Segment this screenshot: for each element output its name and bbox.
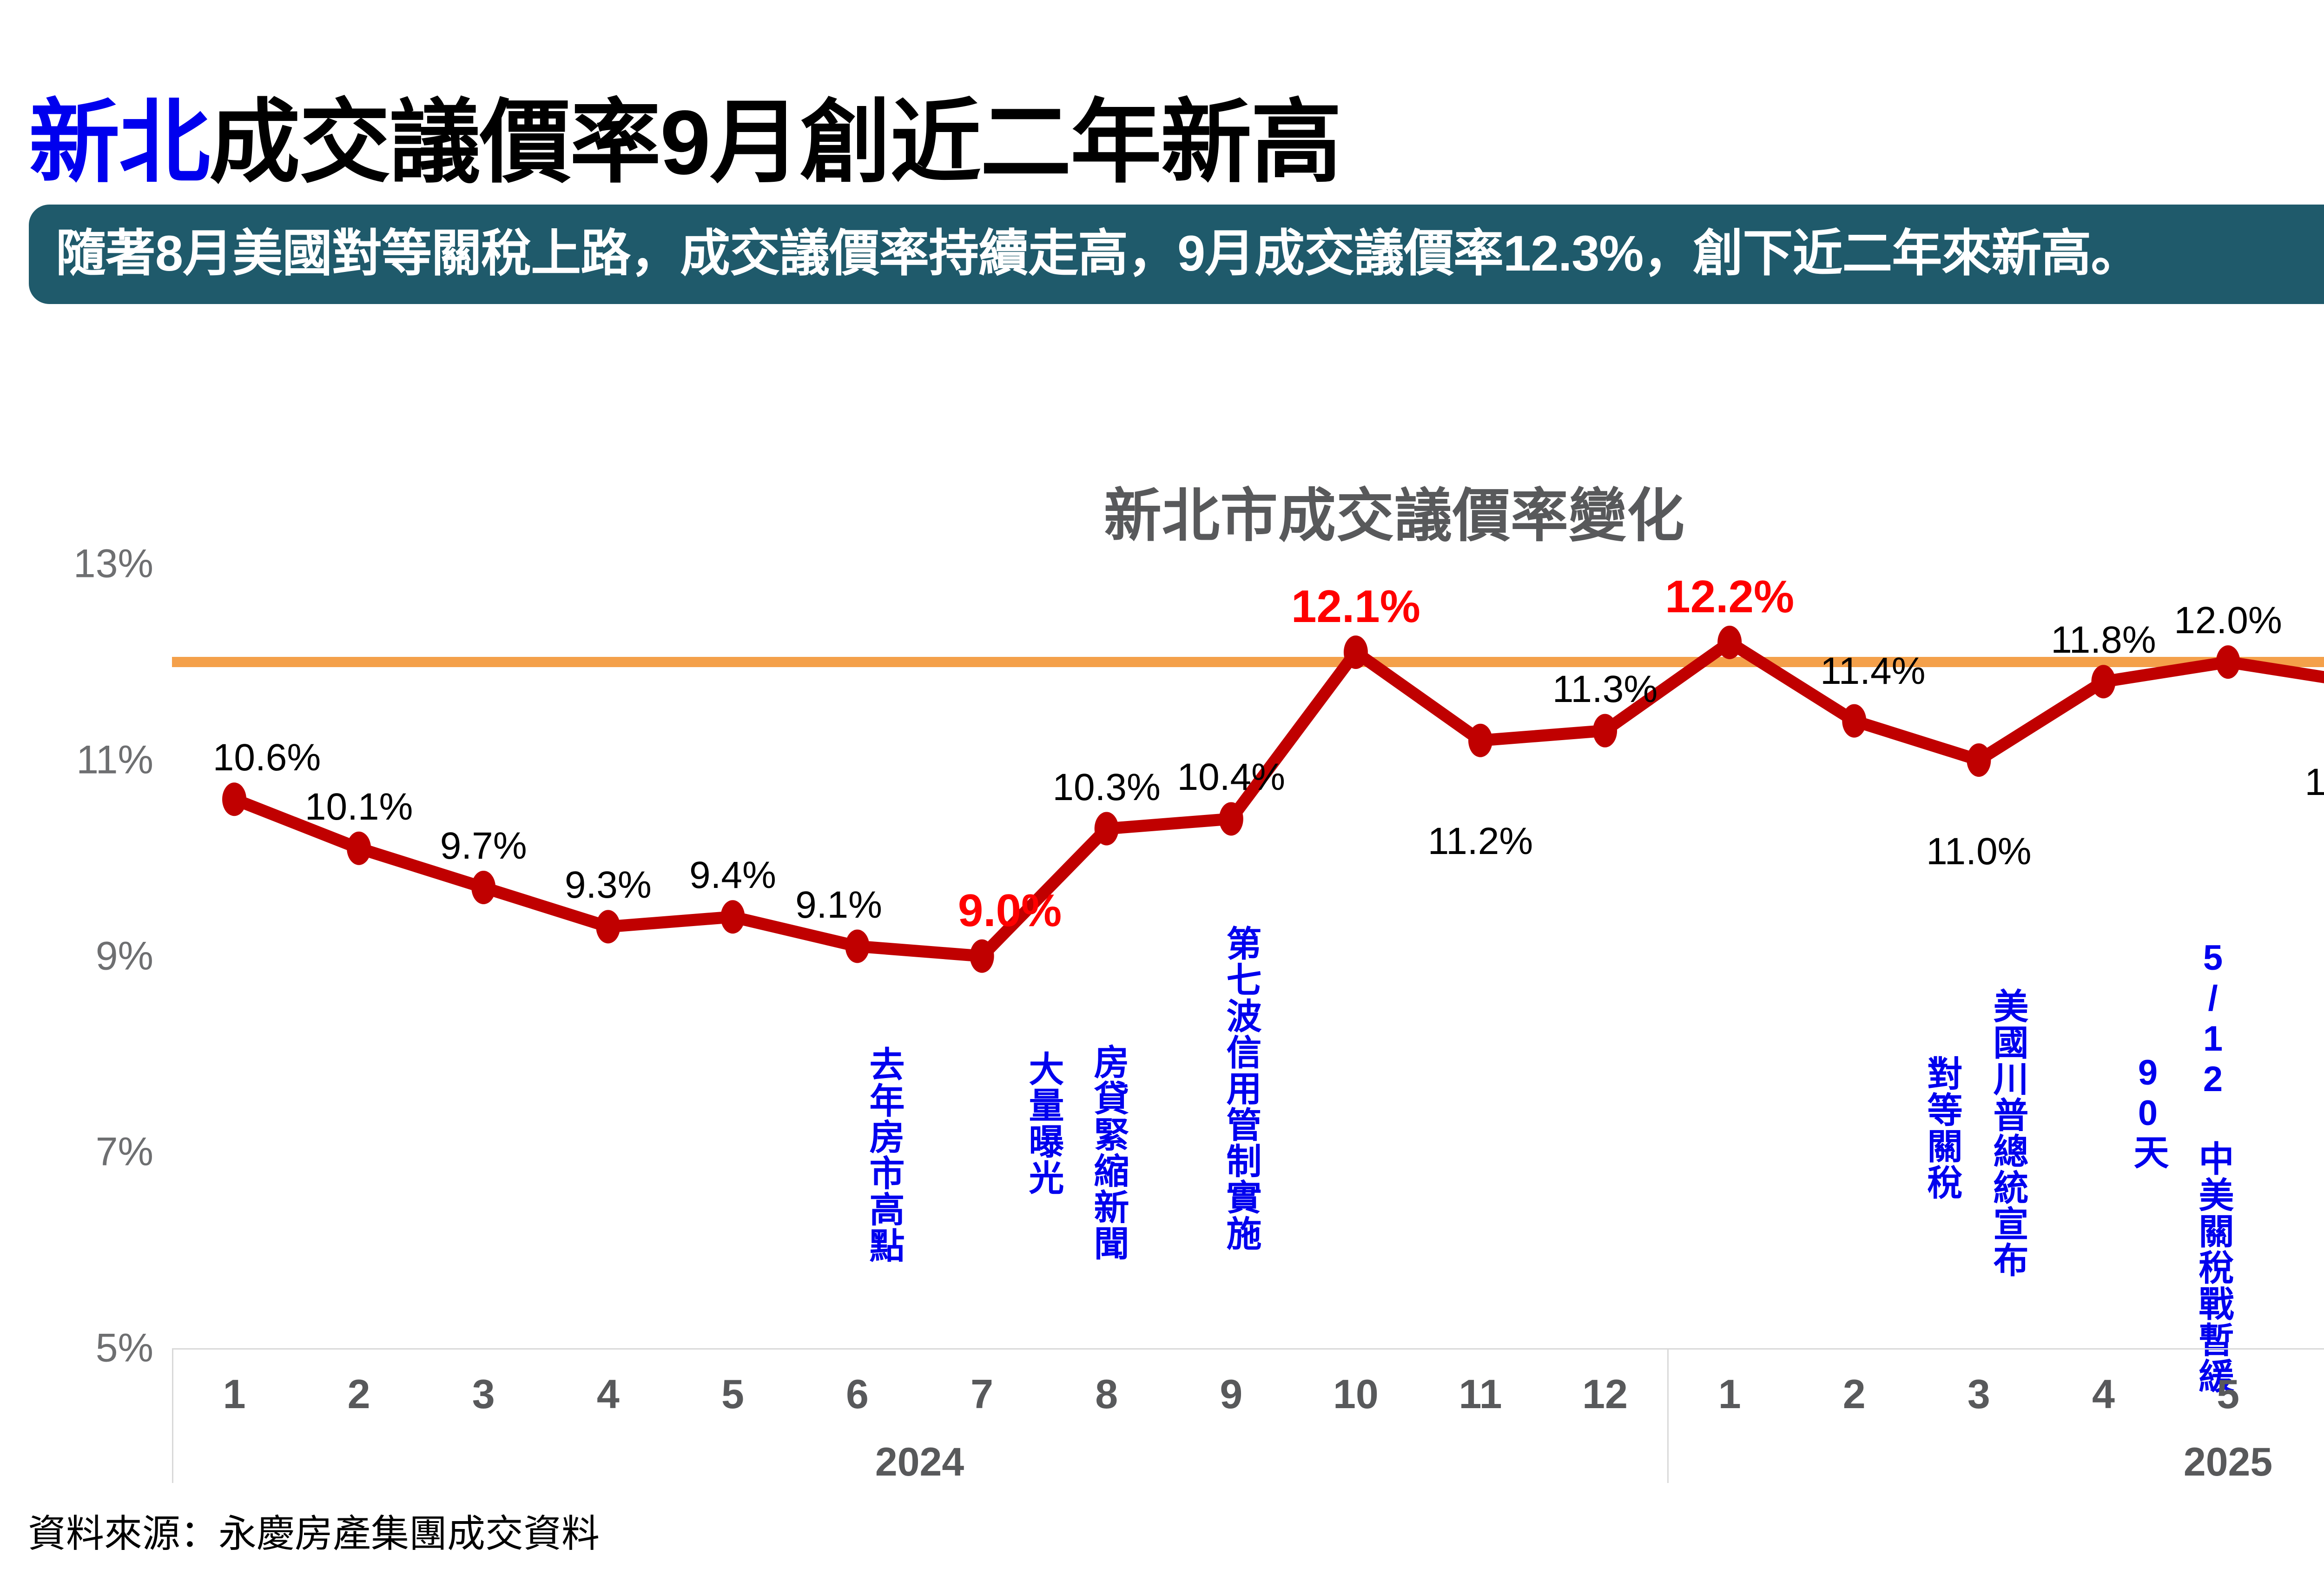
x-axis-month-label: 3: [472, 1371, 495, 1417]
x-axis-month-label: 3: [1967, 1371, 1990, 1417]
x-axis-month-label: 7: [971, 1371, 994, 1417]
data-point-marker: [970, 939, 994, 973]
data-point-marker: [1343, 636, 1368, 669]
data-point-marker: [1967, 743, 1991, 777]
x-axis-group-divider: [1667, 1348, 1669, 1483]
data-label: 12.1%: [1291, 581, 1420, 632]
reference-line: [172, 657, 2324, 668]
data-label: 9.1%: [795, 883, 882, 926]
x-axis-month-label: 4: [2092, 1371, 2115, 1417]
page-title-rest: 成交議價率9月創近二年新高: [209, 92, 1342, 194]
data-label: 11.0%: [1926, 830, 2032, 873]
page-title-highlight: 新北: [29, 92, 210, 194]
x-axis-edge: [172, 1348, 173, 1483]
data-point-marker: [2091, 665, 2116, 699]
data-point-marker: [1593, 714, 1618, 748]
data-label: 10.4%: [1177, 756, 1286, 799]
x-axis-month-label: 2: [347, 1371, 370, 1417]
data-label: 9.4%: [689, 854, 776, 897]
x-axis-month-label: 9: [1220, 1371, 1243, 1417]
chart-title: 新北市成交議價率變化: [1103, 484, 1685, 548]
data-point-marker: [222, 782, 247, 816]
data-point-marker: [845, 929, 870, 963]
chart-annotation: 對等關稅: [1921, 1055, 1961, 1200]
page-title: 新北成交議價率9月創近二年新高: [29, 97, 1342, 188]
subtitle-text: 隨著8月美國對等關稅上路，成交議價率持續走高，9月成交議價率12.3%，創下近二…: [56, 225, 2141, 281]
y-axis-tick: 7%: [95, 1129, 153, 1174]
x-axis-month-label: 1: [1718, 1371, 1741, 1417]
y-axis-tick: 11%: [76, 737, 153, 782]
x-axis-month-label: 12: [1582, 1371, 1628, 1417]
chart-annotation: 5/12 中美關稅戰暫緩: [2193, 938, 2233, 1394]
data-label: 9.3%: [564, 864, 652, 907]
data-label: 9.7%: [440, 825, 527, 867]
data-label: 11.3%: [1552, 668, 1658, 710]
data-label: 11.2%: [1427, 820, 1533, 862]
data-point-marker: [2216, 645, 2240, 679]
data-label: 11.8%: [2304, 761, 2324, 804]
chart-annotation: 大量曝光: [1023, 1051, 1063, 1196]
data-point-marker: [1468, 723, 1492, 757]
data-label: 12.2%: [1665, 570, 1795, 622]
x-axis-month-label: 6: [846, 1371, 869, 1417]
y-axis-tick: 5%: [95, 1325, 153, 1370]
data-point-marker: [347, 831, 371, 865]
x-axis-month-label: 10: [1333, 1371, 1379, 1417]
x-axis-month-label: 5: [721, 1371, 744, 1417]
data-point-marker: [1717, 625, 1742, 659]
data-label: 11.8%: [2051, 619, 2156, 662]
y-axis-tick: 13%: [73, 541, 153, 586]
x-axis-month-label: 1: [223, 1371, 246, 1417]
data-point-marker: [596, 910, 621, 944]
data-label: 12.0%: [2174, 599, 2282, 642]
subtitle-banner: 隨著8月美國對等關稅上路，成交議價率持續走高，9月成交議價率12.3%，創下近二…: [29, 205, 2324, 305]
data-label: 10.6%: [212, 736, 321, 779]
x-axis-year-label: 2025: [2183, 1440, 2273, 1484]
chart-annotation: 房貸緊縮新聞: [1088, 1044, 1128, 1261]
x-axis-line: [172, 1348, 2324, 1350]
data-label: 10.1%: [304, 785, 413, 828]
chart-annotation: 第七波信用管制實施: [1221, 925, 1261, 1251]
data-label: 9.0%: [957, 884, 1062, 936]
x-axis-month-label: 4: [596, 1371, 620, 1417]
data-point-marker: [1094, 812, 1119, 846]
x-axis-year-label: 2024: [875, 1440, 964, 1484]
y-axis-tick: 9%: [95, 933, 153, 979]
data-point-marker: [720, 900, 745, 934]
data-label: 10.3%: [1052, 766, 1161, 808]
x-axis-month-label: 8: [1095, 1371, 1118, 1417]
chart-annotation: 美國川普總統宣布: [1987, 988, 2027, 1278]
chart-annotation: 去年房市高點: [864, 1046, 904, 1264]
x-axis-month-label: 11: [1459, 1371, 1502, 1417]
x-axis-month-label: 2: [1842, 1371, 1866, 1417]
chart-annotation: 90天: [2128, 1053, 2168, 1170]
x-axis-month-label: 5: [2217, 1371, 2240, 1417]
chart-plot-area: 5% 7% 9% 11% 13% 10.6% 10.1% 9.7% 9.3% 9.4% 9.1% 9…: [0, 535, 2324, 1394]
data-point-marker: [1219, 802, 1243, 836]
source-note: 資料來源：永慶房產集團成交資料: [28, 1513, 600, 1555]
data-label: 11.4%: [1820, 649, 1926, 692]
data-point-marker: [471, 871, 496, 905]
data-point-marker: [1842, 704, 1867, 738]
line-series: [222, 625, 2324, 973]
